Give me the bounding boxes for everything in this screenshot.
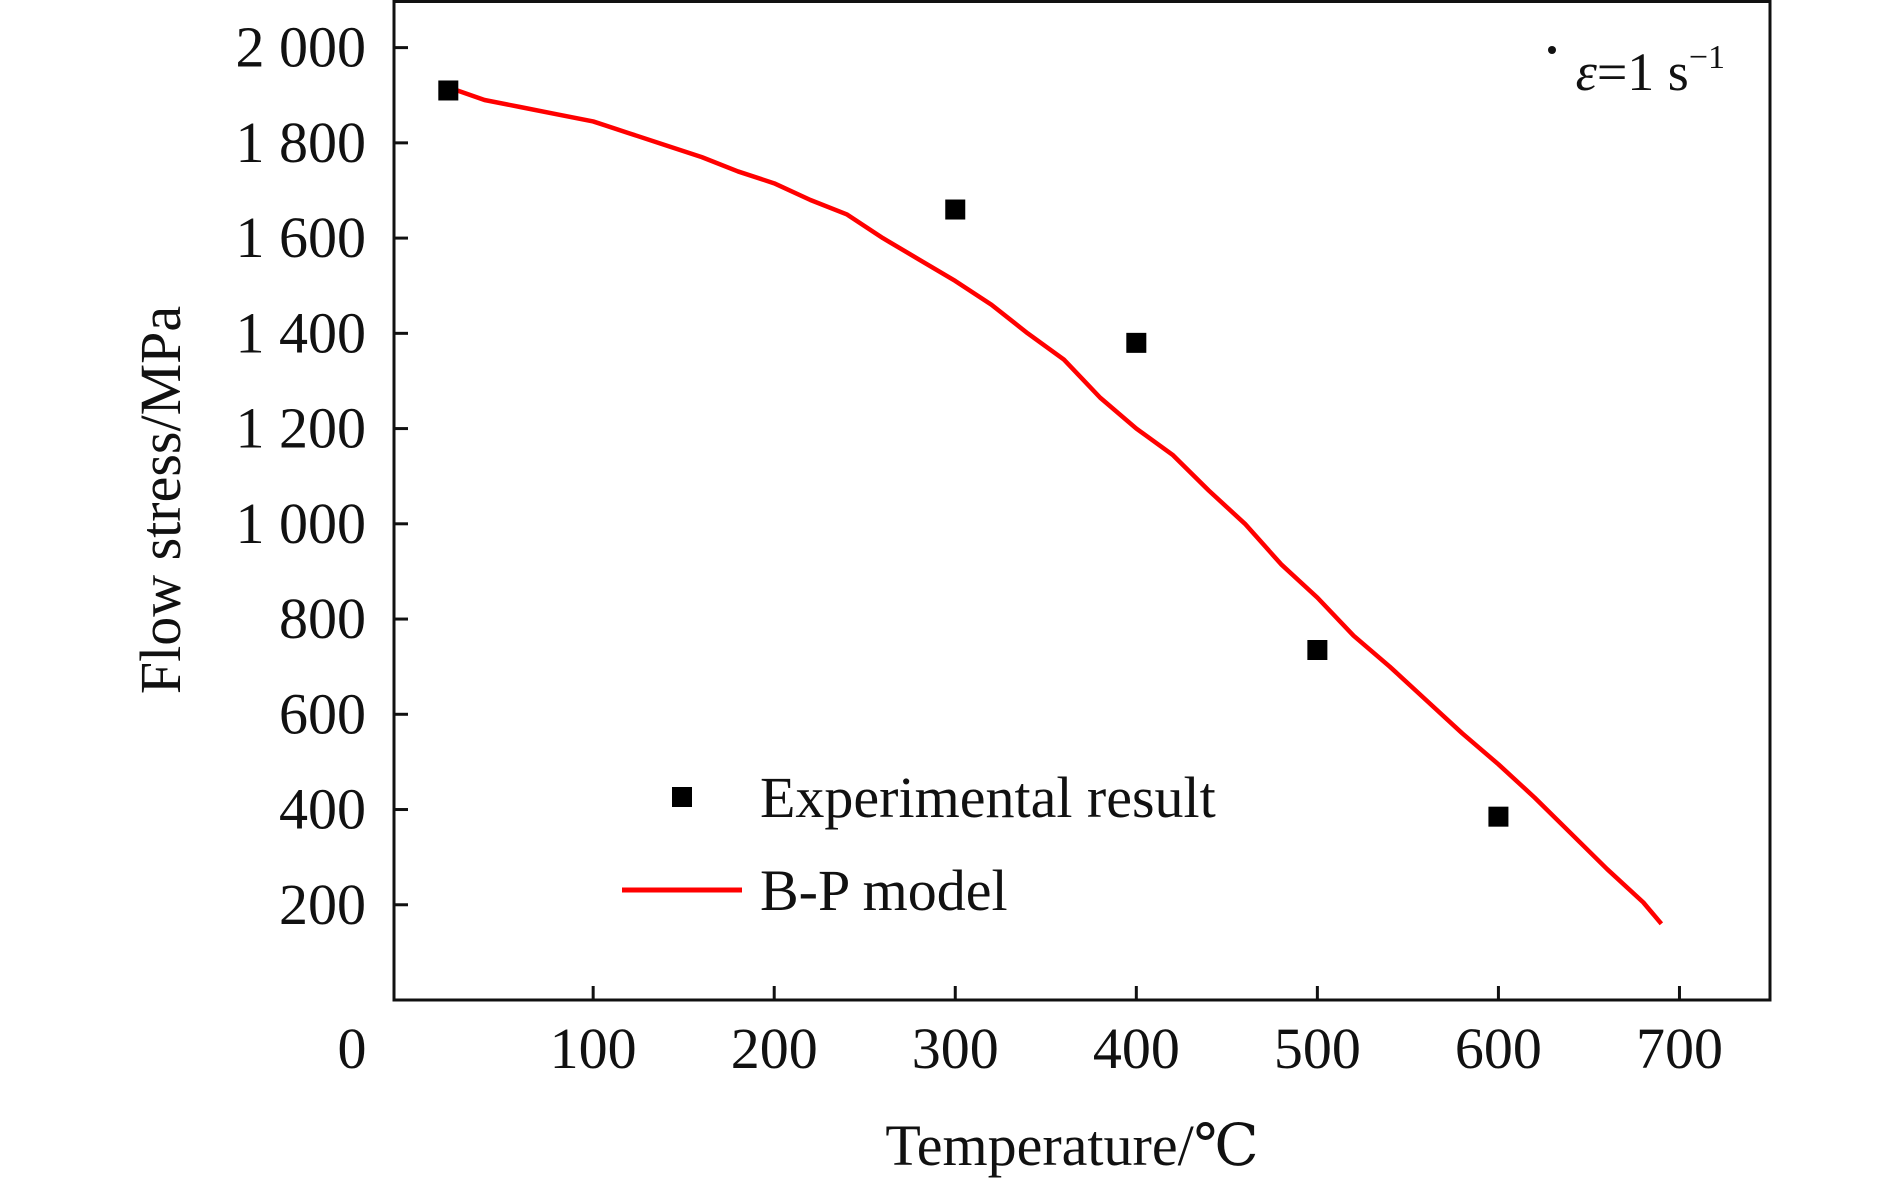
y-tick-label: 800 (279, 586, 366, 651)
y-tick-label: 1 800 (236, 110, 367, 175)
x-tick-label: 100 (550, 1016, 637, 1081)
experimental-point (1126, 332, 1147, 353)
y-tick-label: 200 (279, 872, 366, 937)
x-tick-label: 500 (1274, 1016, 1361, 1081)
strain-rate-exponent: −1 (1689, 39, 1725, 76)
x-tick-label: 700 (1636, 1016, 1723, 1081)
strain-rate-value: =1 s (1597, 42, 1689, 102)
y-tick-label: 1 400 (236, 300, 367, 365)
x-tick-label: 600 (1455, 1016, 1542, 1081)
y-tick-label: 600 (279, 681, 366, 746)
y-axis-title: Flow stress/MPa (128, 306, 193, 694)
experimental-point (945, 199, 966, 220)
plot-border (392, 0, 1772, 1002)
strain-rate-symbol: ε (1576, 42, 1598, 102)
x-tick-label: 400 (1093, 1016, 1180, 1081)
strain-rate-dot (1548, 46, 1556, 54)
strain-rate-text: ε=1 s−1 (1576, 39, 1725, 102)
y-tick-label: 400 (279, 777, 366, 842)
series-bp-model (456, 88, 1664, 926)
legend-label-bp-model: B-P model (760, 858, 1008, 923)
y-tick-label: 1 600 (236, 205, 367, 270)
y-tick-label: 1 000 (236, 491, 367, 556)
bp-model-line (456, 88, 1664, 926)
x-axis-ticks: 100 200 300 400 500 600 700 (550, 986, 1723, 1081)
plot-frame (392, 0, 1772, 1002)
origin-label: 0 (338, 1016, 367, 1081)
x-axis-title: Temperature/℃ (885, 1113, 1258, 1178)
y-axis-ticks: 200 400 600 800 1 000 1 200 1 400 1 600 1 800 2 0… (236, 15, 408, 937)
legend-marker-experimental (672, 787, 692, 807)
legend-label-experimental: Experimental result (760, 765, 1216, 830)
y-tick-label: 2 000 (236, 15, 367, 80)
series-experimental-result (438, 80, 1509, 827)
experimental-point (438, 80, 459, 101)
experimental-point (1488, 806, 1509, 827)
y-tick-label: 1 200 (236, 396, 367, 461)
legend: Experimental result B-P model (622, 765, 1216, 923)
experimental-point (1307, 640, 1328, 660)
x-tick-label: 300 (912, 1016, 999, 1081)
strain-rate-annotation: ε=1 s−1 (1548, 39, 1725, 102)
x-tick-label: 200 (731, 1016, 818, 1081)
